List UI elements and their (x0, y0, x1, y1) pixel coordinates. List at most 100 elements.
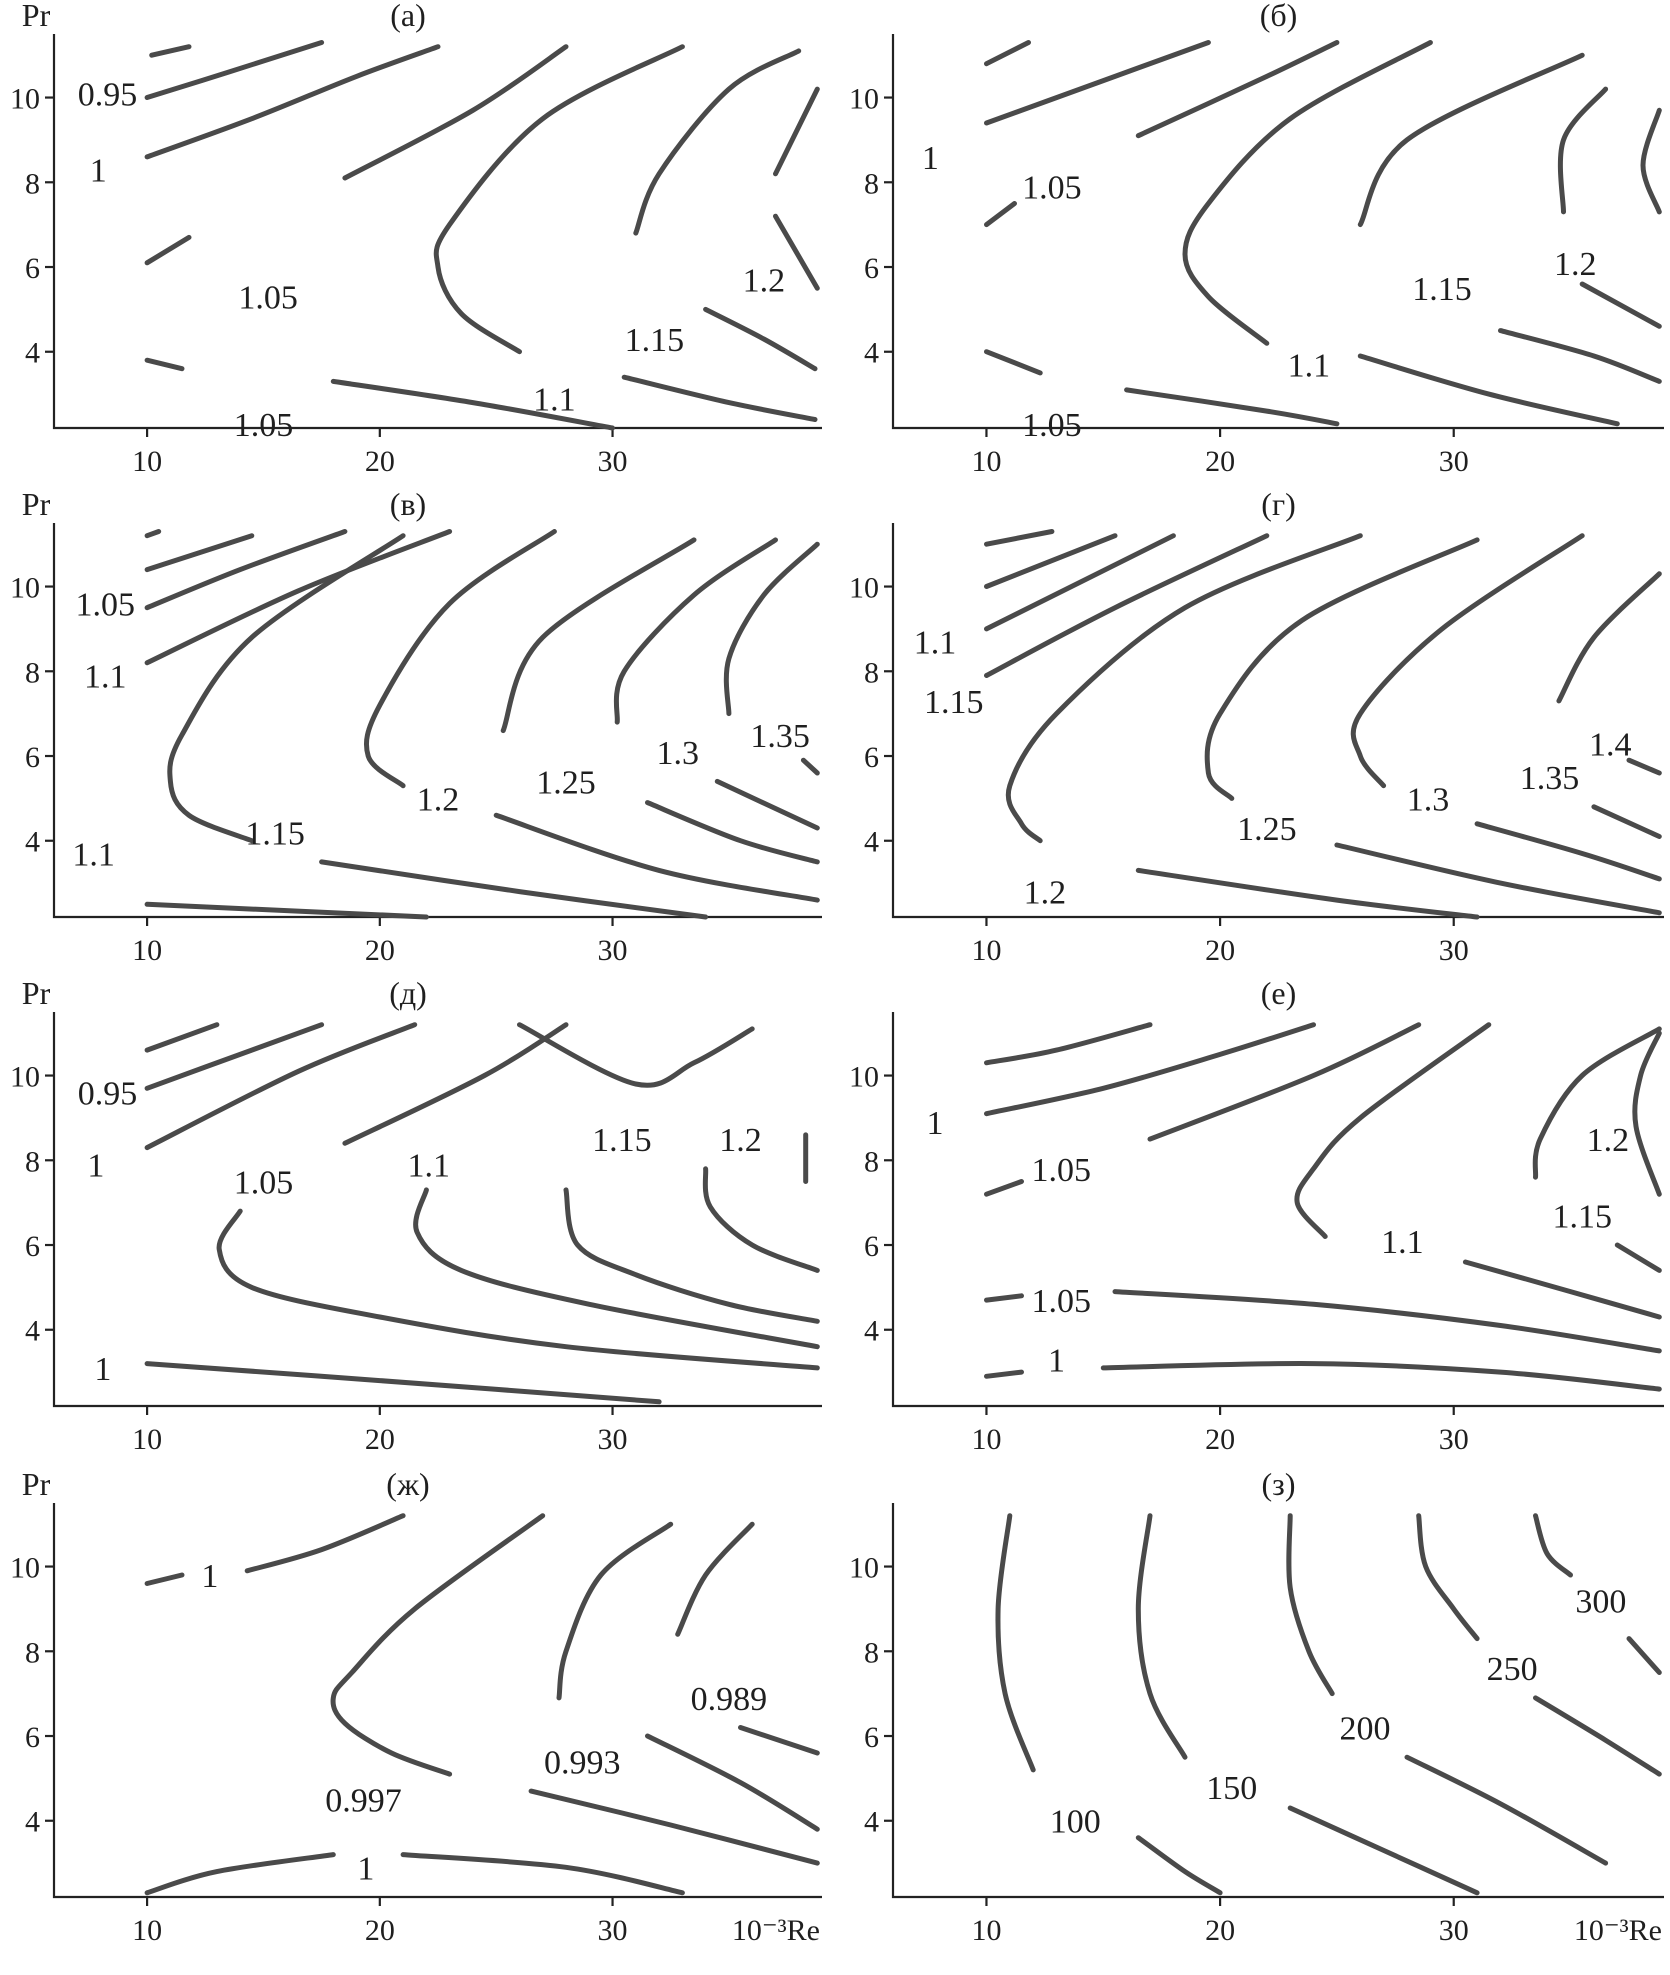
y-tick-label: 10 (849, 83, 879, 116)
contour-line (144, 44, 441, 160)
contour-line (413, 1187, 820, 1350)
x-axis-title: 10⁻³Re (1574, 1914, 1662, 1947)
contour-line (144, 40, 325, 100)
contour-label: 1.15 (625, 322, 685, 359)
contour-label: 300 (1575, 1583, 1626, 1620)
axes (891, 1012, 1664, 1408)
contour-label: 1.2 (743, 263, 786, 300)
panel-title: (д) (389, 975, 427, 1011)
contour-line (144, 1852, 336, 1896)
x-tick-label: 30 (1439, 934, 1469, 967)
axes (52, 1503, 822, 1899)
panel-title: (ж) (386, 1466, 429, 1502)
contour-label: 1.05 (1031, 1283, 1091, 1320)
y-tick-label: 6 (25, 1721, 40, 1754)
contour-line (342, 1022, 569, 1146)
x-tick-label: 20 (1205, 1423, 1235, 1456)
y-tick-label: 6 (25, 252, 40, 285)
contour-line (773, 86, 820, 177)
x-tick-label: 10 (132, 1423, 162, 1456)
contour-line (984, 533, 1118, 589)
y-tick-label: 8 (864, 1145, 879, 1178)
axes (52, 523, 822, 919)
y-tick-label: 4 (25, 1315, 40, 1348)
contour-label: 100 (1050, 1804, 1101, 1841)
contour-line (1135, 40, 1340, 139)
y-axis-title: Pr (22, 975, 51, 1011)
x-tick-label: 10 (132, 1914, 162, 1947)
contour-label: 1.05 (234, 1164, 294, 1201)
contour-line (703, 306, 818, 372)
y-tick-label: 10 (10, 572, 40, 605)
contour-line (1557, 86, 1609, 215)
contour-line (1533, 1513, 1573, 1578)
y-tick-label: 10 (10, 1061, 40, 1094)
contour-line (342, 44, 569, 181)
contour-line (1135, 867, 1480, 920)
axes (891, 34, 1664, 430)
contour-line (1100, 1361, 1662, 1392)
contour-line (645, 1733, 820, 1832)
contour-line (1350, 533, 1585, 789)
contour-label: 1.1 (1381, 1224, 1424, 1261)
contour-label: 1.2 (417, 781, 460, 818)
contour-line (1135, 1513, 1188, 1760)
contour-line (1626, 757, 1662, 776)
contour-line (702, 1166, 820, 1273)
contour-line (330, 378, 615, 431)
contour-label: 1.25 (1237, 811, 1297, 848)
contour-line (1498, 328, 1662, 384)
panel-3: (г) 10 20 30 4 6 8 10 1.1 1.15 1.2 1.25 1.3 1.351.4 (849, 486, 1664, 967)
contour-line (984, 533, 1270, 678)
y-tick-label: 8 (864, 1636, 879, 1669)
contour-line (984, 529, 1055, 547)
y-tick-label: 8 (25, 656, 40, 689)
x-tick-label: 10 (971, 1914, 1001, 1947)
y-tick-label: 4 (25, 1806, 40, 1839)
y-tick-label: 10 (849, 1552, 879, 1585)
contour-line (493, 812, 820, 903)
contour-line (984, 349, 1043, 376)
contour-line (1404, 1754, 1609, 1866)
contour-line (149, 44, 192, 58)
contour-line (1357, 52, 1585, 228)
x-tick-label: 10 (971, 1423, 1001, 1456)
x-tick-label: 20 (365, 445, 395, 478)
panel-1: (б) 10 20 30 4 6 8 10 1 1.05 1.05 1.1 1.15 1.2 (849, 0, 1664, 478)
panel-title: (г) (1261, 486, 1295, 522)
y-tick-label: 6 (25, 741, 40, 774)
contour-line (675, 1521, 755, 1637)
panel-2: (в) Pr 10 20 30 4 6 8 10 1.05 1.1 1.1 1.15 1.2 1.25 1.3… (10, 486, 822, 967)
contour-label: 1 (922, 140, 939, 177)
contour-label: 1.3 (1407, 781, 1450, 818)
x-tick-label: 10 (132, 934, 162, 967)
x-tick-label: 20 (365, 1423, 395, 1456)
y-tick-label: 4 (864, 826, 879, 859)
contour-line (144, 234, 192, 266)
contour-line (1135, 1835, 1223, 1896)
contour-line (613, 537, 778, 725)
contour-line (244, 1513, 406, 1574)
contour-line (144, 1361, 662, 1405)
panel-4: (д) Pr 10 20 30 4 6 8 10 0.95 1 1.05 1 1.1 1.15 1.2 (10, 975, 822, 1456)
panel-title: (в) (390, 486, 426, 522)
y-tick-label: 10 (849, 572, 879, 605)
contour-label: 1.2 (1587, 1122, 1630, 1159)
contour-line (144, 901, 429, 920)
contour-line (714, 778, 820, 831)
contour-label: 1 (87, 1148, 104, 1185)
contour-label: 1.1 (1288, 347, 1331, 384)
contour-line (984, 1369, 1024, 1379)
contour-label: 1.2 (1554, 246, 1597, 283)
panel-title: (з) (1262, 1466, 1296, 1502)
y-tick-label: 6 (864, 741, 879, 774)
contour-label: 1.35 (1520, 760, 1580, 797)
contour-label: 1 (94, 1351, 111, 1388)
contour-line (621, 374, 818, 422)
y-axis-title: Pr (22, 1466, 51, 1502)
contour-line (1204, 537, 1480, 801)
y-tick-label: 8 (25, 1636, 40, 1669)
x-tick-label: 20 (365, 1914, 395, 1947)
contour-label: 0.95 (78, 76, 138, 113)
